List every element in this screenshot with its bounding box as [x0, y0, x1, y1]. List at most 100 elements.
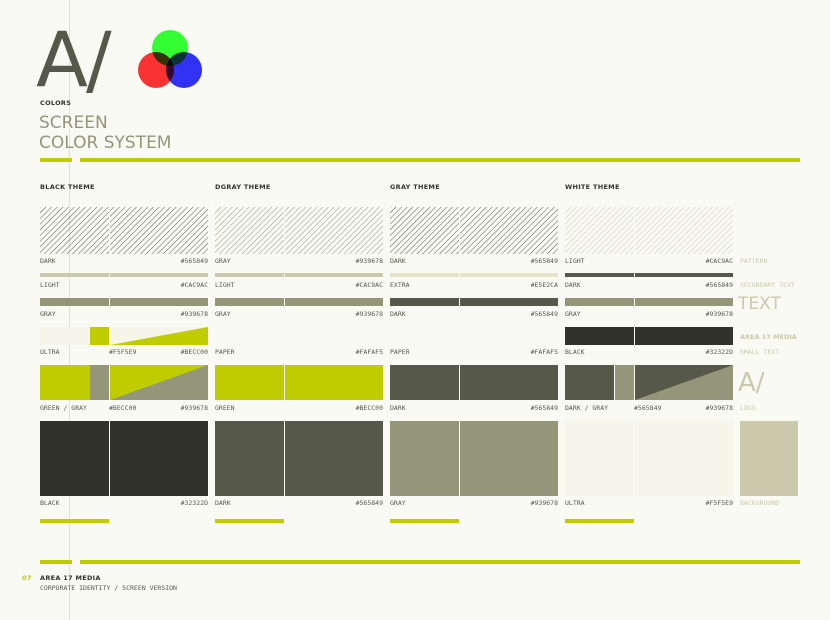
- swatch-name: BLACK: [565, 348, 585, 356]
- swatch-hex: #FAFAF5: [530, 348, 558, 356]
- pattern-swatch: [215, 207, 383, 254]
- color-swatch: [565, 421, 733, 496]
- swatch-hex: #565849: [530, 310, 558, 318]
- swatch-name: DARK: [390, 257, 406, 265]
- footer-subtitle: CORPORATE IDENTITY / SCREEN VERSION: [40, 584, 177, 592]
- swatch-name: DARK: [390, 310, 406, 318]
- page-number: 07: [22, 574, 32, 582]
- swatch-hex: #939678: [180, 310, 208, 318]
- color-swatch: [215, 365, 383, 400]
- swatch-hex: #CAC9AC: [180, 281, 208, 289]
- color-swatch: [215, 421, 383, 496]
- swatch-name: GRAY: [40, 310, 56, 318]
- swatch-hex: #565849: [530, 404, 558, 412]
- column-rule: [390, 519, 459, 523]
- swatch-hex: #939678: [530, 499, 558, 507]
- swatch-name: LIGHT: [40, 281, 60, 289]
- swatch-name: LIGHT: [565, 257, 585, 265]
- swatch-hex: #565849: [180, 257, 208, 265]
- side-label-logo: LOGO: [740, 404, 756, 412]
- swatch-hex: #32322D: [705, 348, 733, 356]
- column-rule: [565, 519, 634, 523]
- rgb-logo-icon: [138, 30, 204, 92]
- swatch-hex: #CAC9AC: [705, 257, 733, 265]
- swatch-hex: #F5F5E9: [109, 348, 137, 356]
- swatch-hex: #32322D: [180, 499, 208, 507]
- swatch-name: GREEN: [215, 404, 235, 412]
- swatch-name: GRAY: [390, 499, 406, 507]
- page-title-line1: SCREEN: [39, 113, 108, 133]
- swatch-name: DARK / GRAY: [565, 404, 609, 412]
- section-tag: COLORS: [40, 99, 72, 107]
- swatch-name: LIGHT: [215, 281, 235, 289]
- swatch-hex: #BECC00: [180, 348, 208, 356]
- color-swatch: [40, 273, 208, 277]
- swatch-hex: #F5F5E9: [705, 499, 733, 507]
- column-rule: [40, 519, 109, 523]
- swatch-name: DARK: [40, 257, 56, 265]
- background-sample-swatch: [740, 421, 798, 496]
- color-swatch: [390, 327, 558, 345]
- color-swatch: [565, 327, 733, 345]
- pattern-swatch: [40, 207, 208, 254]
- swatch-name: ULTRA: [40, 348, 60, 356]
- swatch-name: ULTRA: [565, 499, 585, 507]
- swatch-hex: #939678: [180, 404, 208, 412]
- swatch-name: GRAY: [565, 310, 581, 318]
- color-swatch: [565, 298, 733, 306]
- page-title: SCREEN COLOR SYSTEM: [39, 113, 171, 153]
- color-swatch: [215, 298, 383, 306]
- swatch-name: DARK: [565, 281, 581, 289]
- green-gray-swatch: [40, 365, 208, 400]
- column-heading-dgray: DGRAY THEME: [215, 183, 271, 191]
- swatch-hex: #FAFAF5: [355, 348, 383, 356]
- swatch-name: GREEN / GRAY: [40, 404, 87, 412]
- swatch-name: BLACK: [40, 499, 60, 507]
- swatch-hex: #CAC9AC: [355, 281, 383, 289]
- swatch-hex: #565849: [634, 404, 662, 412]
- footer-rule-short: [40, 560, 72, 564]
- swatch-hex: #BECC00: [109, 404, 137, 412]
- side-label-small-text: SMALL TEXT: [740, 348, 780, 356]
- side-label-secondary-text: SECONDARY TEXT: [740, 281, 795, 289]
- footer-company: AREA 17 MEDIA: [40, 574, 101, 582]
- column-heading-white: WHITE THEME: [565, 183, 620, 191]
- column-heading-gray: GRAY THEME: [390, 183, 440, 191]
- swatch-name: GRAY: [215, 257, 231, 265]
- color-swatch: [40, 421, 208, 496]
- color-swatch: [390, 365, 558, 400]
- swatch-name: EXTRA: [390, 281, 410, 289]
- logo-mark: A/: [36, 15, 112, 104]
- top-rule-short: [40, 158, 72, 162]
- side-label-background: BACKGROUND: [740, 499, 780, 507]
- top-rule: [80, 158, 800, 162]
- swatch-hex: #565849: [705, 281, 733, 289]
- side-text-sample: TEXT: [738, 294, 781, 314]
- color-swatch: [215, 327, 383, 345]
- pattern-swatch: [390, 207, 558, 254]
- swatch-name: DARK: [390, 404, 406, 412]
- side-label-area17: AREA 17 MEDIA: [740, 333, 797, 341]
- swatch-name: DARK: [215, 499, 231, 507]
- swatch-hex: #BECC00: [355, 404, 383, 412]
- swatch-name: GRAY: [215, 310, 231, 318]
- color-swatch: [390, 298, 558, 306]
- color-swatch: [215, 273, 383, 277]
- swatch-hex: #939678: [355, 257, 383, 265]
- swatch-hex: #939678: [705, 310, 733, 318]
- swatch-hex: #565849: [355, 499, 383, 507]
- swatch-hex: #939678: [355, 310, 383, 318]
- dark-gray-swatch: [565, 365, 733, 400]
- column-rule: [215, 519, 284, 523]
- ultra-green-swatch: [40, 327, 208, 345]
- side-logo-sample: A/: [738, 368, 765, 398]
- side-label-pattern: PATTERN: [740, 257, 768, 265]
- page-title-line2: COLOR SYSTEM: [39, 133, 172, 153]
- swatch-hex: #565849: [530, 257, 558, 265]
- swatch-name: PAPER: [390, 348, 410, 356]
- swatch-name: PAPER: [215, 348, 235, 356]
- footer-rule: [80, 560, 800, 564]
- column-heading-black: BLACK THEME: [40, 183, 95, 191]
- swatch-hex: #E5E2CA: [530, 281, 558, 289]
- color-swatch: [565, 273, 733, 277]
